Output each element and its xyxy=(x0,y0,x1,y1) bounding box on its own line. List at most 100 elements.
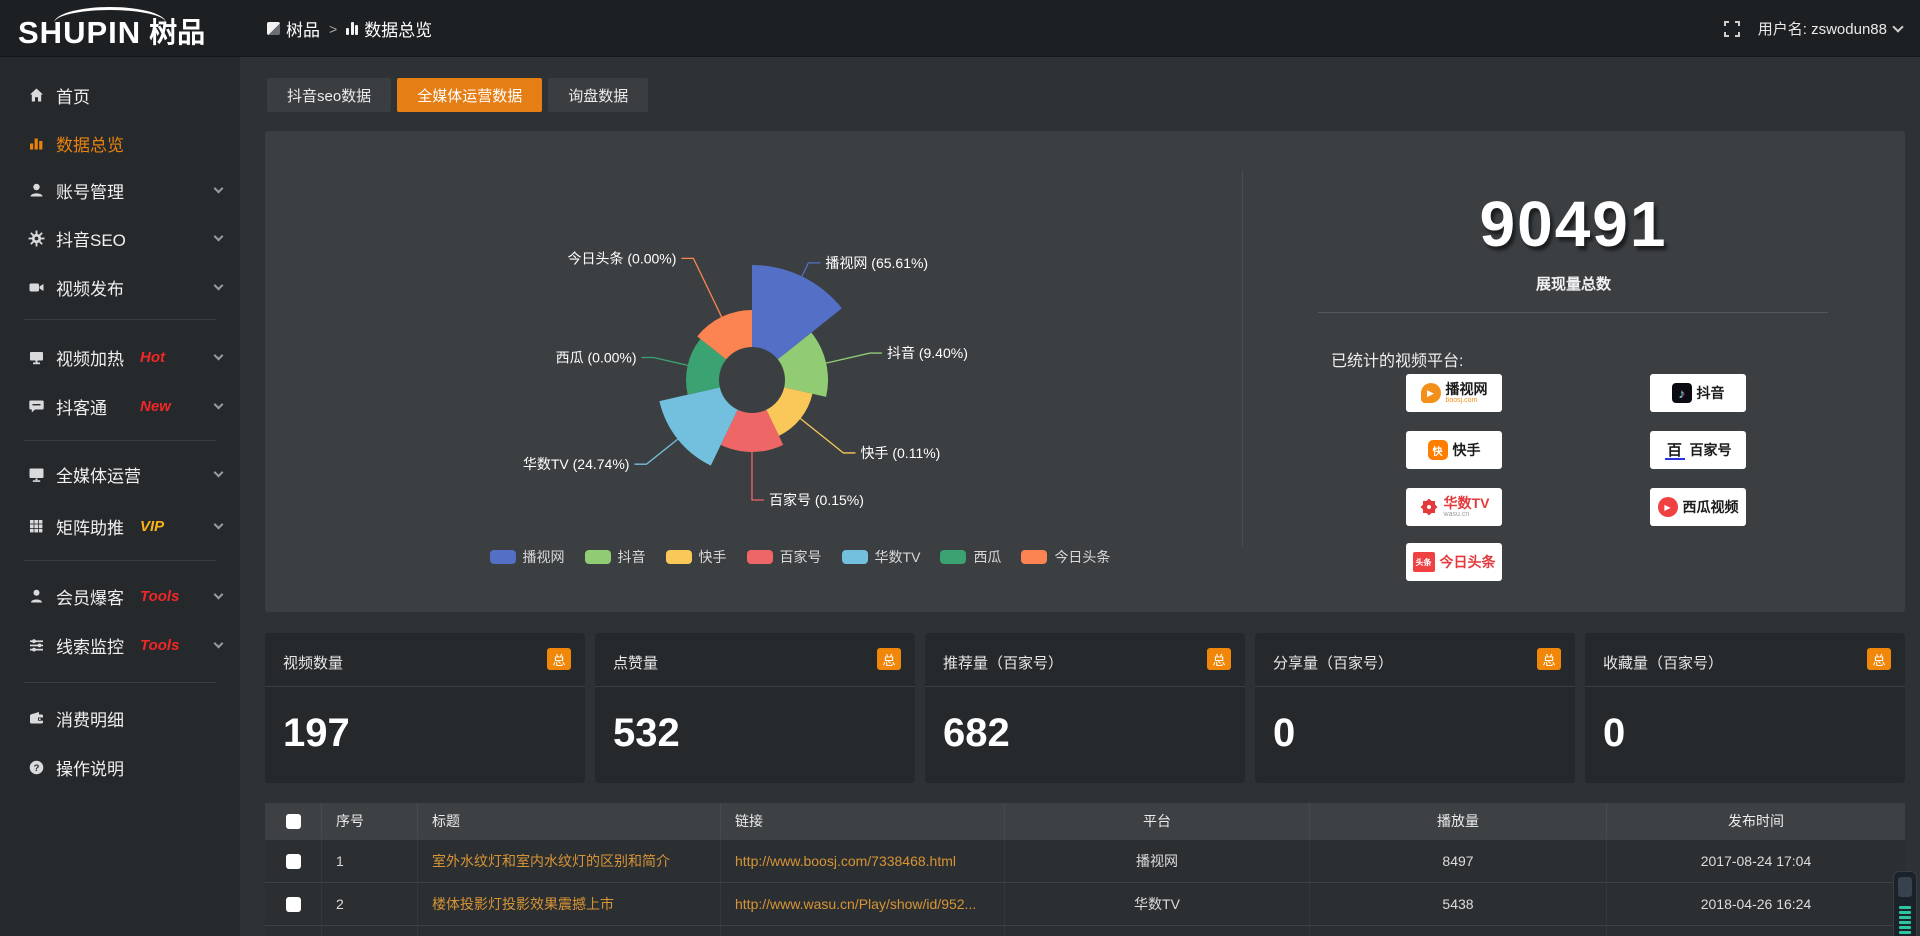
sidebar-item-label: 线索监控 xyxy=(56,637,124,657)
sidebar-item-5[interactable]: 视频加热 Hot xyxy=(0,337,240,377)
breadcrumb-current[interactable]: 数据总览 xyxy=(346,16,432,41)
label-line xyxy=(681,257,723,318)
label-line xyxy=(801,262,821,277)
row-platform: 华数TV xyxy=(1005,882,1310,925)
gear-icon xyxy=(28,230,45,247)
row-checkbox-cell[interactable] xyxy=(265,882,322,925)
sidebar-item-10[interactable]: 线索监控 Tools xyxy=(0,625,240,665)
sidebar-item-2[interactable]: 账号管理 xyxy=(0,170,240,210)
fullscreen-icon[interactable] xyxy=(1723,20,1740,37)
label-line xyxy=(751,452,764,501)
platform-badge-快手[interactable]: 快 快手 xyxy=(1406,431,1502,469)
tab-2[interactable]: 询盘数据 xyxy=(548,78,649,112)
col-header-link: 链接 xyxy=(721,803,1005,839)
legend-item-快手[interactable]: 快手 xyxy=(665,547,727,567)
pie-sector-百家号[interactable]: 百家号 (0.15%) xyxy=(720,409,784,452)
platform-badge-播视网[interactable]: ▶ 播视网 boosj.com xyxy=(1406,374,1502,412)
legend-item-播视网[interactable]: 播视网 xyxy=(489,547,565,567)
stat-card-value: 0 xyxy=(1603,711,1626,755)
sidebar-item-4[interactable]: 视频发布 xyxy=(0,267,240,307)
pie-sector-西瓜[interactable]: 西瓜 (0.00%) xyxy=(686,338,727,395)
sidebar-item-3[interactable]: 抖音SEO xyxy=(0,218,240,258)
stat-card-title: 点赞量 xyxy=(613,655,659,672)
chevron-down-icon xyxy=(213,183,224,194)
platform-badge-华数TV[interactable]: 华数TV wasu.cn xyxy=(1406,488,1502,526)
platform-badge-今日头条[interactable]: 头条 今日头条 xyxy=(1406,543,1502,581)
tab-1[interactable]: 全媒体运营数据 xyxy=(397,78,543,112)
sidebar-item-label: 数据总览 xyxy=(56,135,124,155)
total-badge[interactable]: 总 xyxy=(1867,648,1891,670)
legend-label: 快手 xyxy=(698,549,727,565)
pie-sector-华数TV[interactable]: 华数TV (24.74%) xyxy=(659,387,738,466)
sidebar-item-8[interactable]: 矩阵助推 VIP xyxy=(0,506,240,546)
video-url-link[interactable]: http://www.wasu.cn/Play/show/id/952... xyxy=(735,896,977,912)
app-square-icon xyxy=(267,22,280,35)
stat-card-header: 视频数量 总 xyxy=(265,633,585,687)
checkbox xyxy=(285,896,301,912)
pie-label-快手: 快手 (0.11%) xyxy=(860,445,940,461)
pie-sector-播视网[interactable]: 播视网 (65.61%) xyxy=(752,265,842,360)
video-url-link[interactable]: http://www.boosj.com/7338468.html xyxy=(735,853,957,869)
scroll-thumb[interactable] xyxy=(1898,877,1912,897)
platform-badge-西瓜视频[interactable]: ▶ 西瓜视频 xyxy=(1650,488,1746,526)
table-row: 2 楼体投影灯投影效果震撼上市 http://www.wasu.cn/Play/… xyxy=(265,882,1905,925)
wallet-icon xyxy=(28,710,45,727)
sidebar-item-label: 操作说明 xyxy=(56,759,124,779)
legend-item-抖音[interactable]: 抖音 xyxy=(584,547,646,567)
row-checkbox-cell[interactable] xyxy=(265,925,322,936)
screen-icon xyxy=(28,349,45,366)
sidebar-item-11[interactable]: 消费明细 xyxy=(0,698,240,738)
sidebar-item-7[interactable]: 全媒体运营 xyxy=(0,454,240,494)
chevron-down-icon xyxy=(213,589,224,600)
pie-sector-快手[interactable]: 快手 (0.11%) xyxy=(766,387,813,436)
sidebar-item-12[interactable]: ? 操作说明 xyxy=(0,747,240,787)
chevron-down-icon xyxy=(213,399,224,410)
tab-0[interactable]: 抖音seo数据 xyxy=(267,78,392,112)
col-header-plays: 播放量 xyxy=(1310,803,1607,839)
video-title-link[interactable]: 室外水纹灯和室内水纹灯的区别和简介 xyxy=(432,853,670,869)
sidebar-item-label: 抖音SEO xyxy=(56,230,126,250)
total-badge[interactable]: 总 xyxy=(1207,648,1231,670)
stat-card-2: 推荐量（百家号） 总 682 xyxy=(925,633,1245,783)
sidebar: 首页 数据总览 账号管理 抖音SEO 视频发布 视频加热 Hot xyxy=(0,57,240,936)
top-header: SHUPIN 树品 树品 > 数据总览 用户名: zswodun88 xyxy=(0,0,1920,57)
stat-card-4: 收藏量（百家号） 总 0 xyxy=(1585,633,1905,783)
legend-item-华数TV[interactable]: 华数TV xyxy=(841,547,920,567)
sidebar-item-9[interactable]: 会员爆客 Tools xyxy=(0,576,240,616)
table-row: 1 室外水纹灯和室内水纹灯的区别和简介 http://www.boosj.com… xyxy=(265,839,1905,882)
video-title-link[interactable]: 楼体投影灯投影效果震撼上市 xyxy=(432,896,614,912)
scroll-widget[interactable] xyxy=(1893,871,1917,936)
rose-pie-chart[interactable]: 播视网 (65.61%)抖音 (9.40%)快手 (0.11%)百家号 (0.1… xyxy=(265,131,1242,612)
select-all-checkbox-cell[interactable] xyxy=(265,803,322,839)
legend-item-今日头条[interactable]: 今日头条 xyxy=(1021,547,1110,567)
sidebar-item-label: 消费明细 xyxy=(56,710,124,730)
legend-swatch xyxy=(940,550,967,564)
platform-badge-抖音[interactable]: ♪ 抖音 xyxy=(1650,374,1746,412)
total-badge[interactable]: 总 xyxy=(877,648,901,670)
row-time xyxy=(1607,925,1905,936)
legend-label: 百家号 xyxy=(779,549,822,565)
pie-sector-抖音[interactable]: 抖音 (9.40%) xyxy=(777,332,828,397)
stat-card-value: 197 xyxy=(283,711,350,755)
breadcrumb-root[interactable]: 树品 xyxy=(267,16,320,41)
platform-badge-百家号[interactable]: 百 百家号 xyxy=(1650,431,1746,469)
sidebar-divider xyxy=(24,560,216,561)
user-menu[interactable]: 用户名: zswodun88 xyxy=(1758,18,1904,39)
total-badge[interactable]: 总 xyxy=(547,648,571,670)
legend-item-百家号[interactable]: 百家号 xyxy=(746,547,822,567)
legend-label: 抖音 xyxy=(617,549,646,565)
sidebar-item-6[interactable]: 抖客通 New xyxy=(0,386,240,426)
row-checkbox-cell[interactable] xyxy=(265,839,322,882)
summary-section: 90491 展现量总数 已统计的视频平台: ▶ 播视网 boosj.com ♪ … xyxy=(1242,131,1905,612)
total-badge[interactable]: 总 xyxy=(1537,648,1561,670)
platforms-label: 已统计的视频平台: xyxy=(1331,353,1464,370)
sidebar-item-1[interactable]: 数据总览 xyxy=(0,123,240,163)
checkbox xyxy=(285,853,301,869)
sidebar-item-badge: New xyxy=(140,397,171,415)
sidebar-item-label: 会员爆客 xyxy=(56,588,124,608)
sidebar-item-0[interactable]: 首页 xyxy=(0,75,240,115)
pie-label-百家号: 百家号 (0.15%) xyxy=(769,492,864,508)
legend-item-西瓜[interactable]: 西瓜 xyxy=(940,547,1001,567)
row-plays xyxy=(1310,925,1607,936)
pie-sector-今日头条[interactable]: 今日头条 (0.00%) xyxy=(697,310,752,360)
